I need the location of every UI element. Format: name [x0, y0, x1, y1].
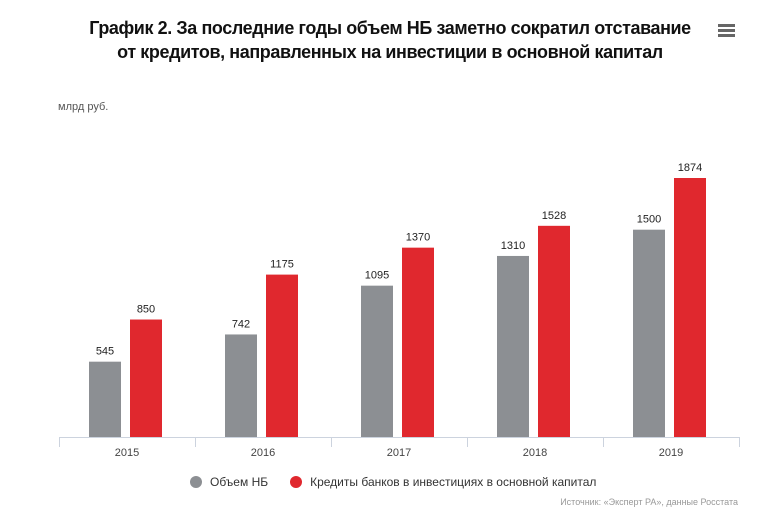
- data-label: 1310: [501, 240, 525, 252]
- chart-title: График 2. За последние годы объем НБ зам…: [70, 16, 710, 64]
- data-label: 1175: [270, 259, 294, 271]
- data-label: 850: [137, 304, 155, 316]
- source-note: Источник: «Эксперт РА», данные Росстата: [560, 497, 738, 507]
- data-label: 1528: [542, 210, 566, 222]
- bar-credits: [674, 178, 706, 437]
- bar-credits: [538, 225, 570, 437]
- x-tick-label: 2019: [659, 447, 683, 459]
- bar-nb: [633, 229, 665, 437]
- bar-credits: [130, 319, 162, 437]
- legend: Объем НБ Кредиты банков в инвестициях в …: [190, 475, 596, 489]
- legend-label-credits[interactable]: Кредиты банков в инвестициях в основной …: [310, 475, 597, 489]
- data-label: 742: [232, 318, 250, 330]
- data-label: 545: [96, 346, 114, 358]
- legend-label-nb[interactable]: Объем НБ: [210, 475, 269, 489]
- y-axis-label: млрд руб.: [58, 101, 109, 113]
- bar-credits: [266, 274, 298, 437]
- bar-nb: [225, 334, 257, 437]
- bar-nb: [89, 361, 121, 437]
- data-label: 1095: [365, 270, 389, 282]
- data-label: 1370: [406, 232, 430, 244]
- bar-credits: [402, 247, 434, 437]
- legend-marker-credits: [290, 476, 303, 488]
- bar-nb: [497, 255, 529, 437]
- title-line-1: График 2. За последние годы объем НБ зам…: [89, 17, 691, 38]
- data-label: 1500: [637, 214, 661, 226]
- x-tick-label: 2016: [251, 447, 275, 459]
- x-tick-label: 2015: [115, 447, 139, 459]
- data-label: 1874: [678, 162, 702, 174]
- x-tick-label: 2017: [387, 447, 411, 459]
- title-line-2: от кредитов, направленных на инвестиции …: [117, 41, 663, 62]
- x-tick-label: 2018: [523, 447, 547, 459]
- bar-nb: [361, 285, 393, 437]
- legend-marker-nb: [190, 476, 202, 488]
- hamburger-menu-icon[interactable]: [718, 24, 735, 39]
